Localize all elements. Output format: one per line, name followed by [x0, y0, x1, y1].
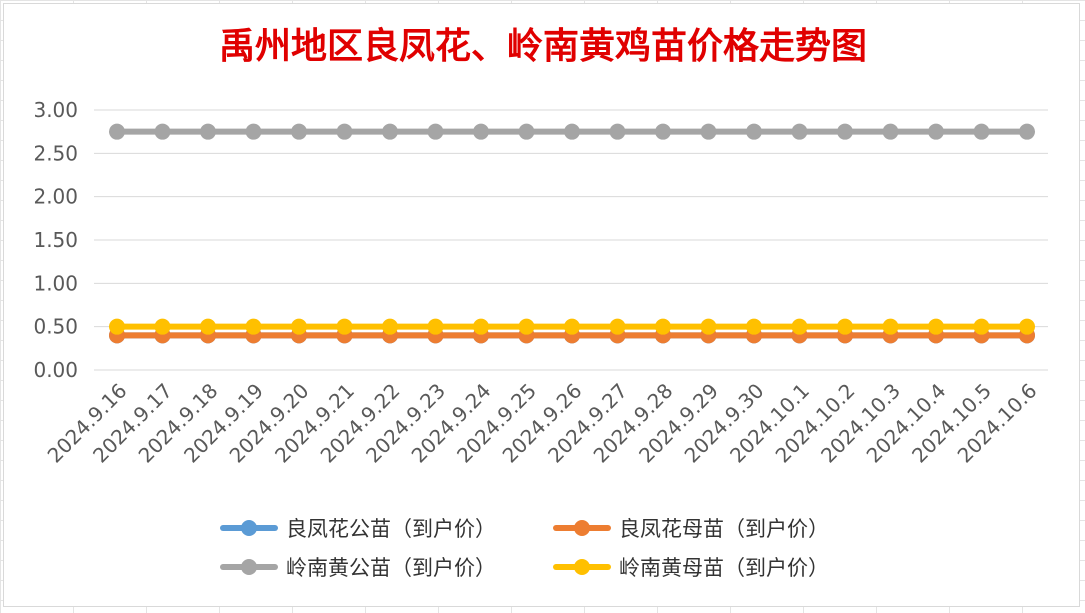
series-3-point-16	[837, 123, 853, 140]
series-lines	[109, 123, 1035, 344]
y-tick-label-1: 0.50	[33, 315, 78, 339]
series-4-point-12	[655, 318, 671, 335]
series-4-point-13	[700, 318, 717, 335]
series-4-point-2	[200, 318, 216, 335]
series-3-point-14	[746, 123, 762, 140]
y-tick-label-0: 0.00	[33, 358, 78, 382]
series-3-point-10	[564, 123, 580, 140]
series-3-point-15	[791, 123, 808, 140]
series-4	[109, 318, 1035, 335]
series-3-point-11	[609, 123, 626, 140]
series-4-point-0	[109, 318, 125, 335]
series-3-point-12	[655, 123, 671, 140]
y-tick-label-5: 2.50	[33, 141, 78, 165]
chart-title: 禹州地区良凤花、岭南黄鸡苗价格走势图	[219, 25, 867, 67]
series-4-point-17	[882, 318, 899, 335]
series-3-point-9	[518, 123, 535, 140]
series-3-point-1	[154, 123, 171, 140]
series-3	[109, 123, 1035, 140]
series-3-point-13	[700, 123, 717, 140]
series-3-point-17	[882, 123, 899, 140]
series-4-point-11	[609, 318, 626, 335]
series-3-point-7	[427, 123, 444, 140]
y-tick-label-2: 1.00	[33, 271, 78, 295]
series-4-point-6	[382, 318, 398, 335]
series-4-point-5	[336, 318, 353, 335]
y-tick-label-4: 2.00	[33, 185, 78, 209]
series-4-point-14	[746, 318, 762, 335]
series-4-point-10	[564, 318, 580, 335]
series-3-point-8	[473, 123, 489, 140]
series-4-point-9	[518, 318, 535, 335]
series-4-point-20	[1019, 318, 1035, 335]
series-3-point-20	[1019, 123, 1035, 140]
series-4-point-16	[837, 318, 853, 335]
y-tick-label-3: 1.50	[33, 228, 78, 252]
y-axis-tick-labels: 0.00 0.50 1.00 1.50 2.00 2.50 3.00	[33, 98, 78, 382]
chart-area[interactable]	[3, 3, 1080, 607]
x-axis-tick-labels: 2024.9.162024.9.172024.9.182024.9.192024…	[43, 379, 1042, 468]
series-4-point-15	[791, 318, 808, 335]
series-4-point-3	[245, 318, 262, 335]
series-3-point-3	[245, 123, 262, 140]
series-4-point-1	[154, 318, 171, 335]
series-4-point-8	[473, 318, 489, 335]
series-4-point-19	[973, 318, 990, 335]
series-3-point-18	[928, 123, 944, 140]
series-4-point-4	[291, 318, 307, 335]
series-3-point-5	[336, 123, 353, 140]
series-3-point-4	[291, 123, 307, 140]
series-3-point-19	[973, 123, 990, 140]
series-4-point-7	[427, 318, 444, 335]
series-3-point-2	[200, 123, 216, 140]
series-3-point-0	[109, 123, 125, 140]
series-3-point-6	[382, 123, 398, 140]
series-4-point-18	[928, 318, 944, 335]
y-tick-label-6: 3.00	[33, 98, 78, 122]
